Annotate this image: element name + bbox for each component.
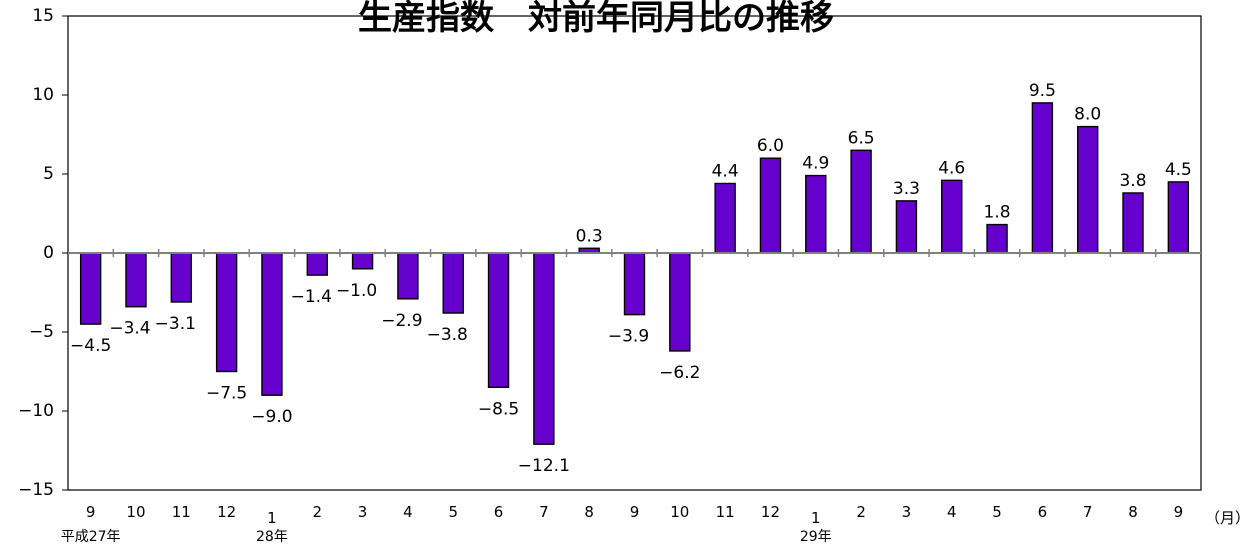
data-label: −7.5 (206, 384, 247, 404)
bar (759, 157, 782, 254)
data-label: −4.5 (70, 336, 111, 356)
x-tick-label: 6 (1038, 503, 1048, 521)
data-label: 9.5 (1029, 81, 1056, 101)
x-tick-label: 10 (126, 503, 145, 521)
data-label: 3.8 (1119, 171, 1146, 191)
data-label: 4.4 (712, 161, 739, 181)
x-tick-label: 6 (494, 503, 504, 521)
x-tick-label: 11 (716, 503, 735, 521)
bar (215, 252, 238, 373)
y-axis: 15 10 5 0 −5 −10 −15 (18, 6, 68, 500)
x-year-label: 平成27年 (61, 529, 121, 545)
x-tick-label: 3 (902, 503, 912, 521)
data-label: −8.5 (478, 399, 519, 419)
bar (170, 252, 193, 303)
data-label: −12.1 (518, 456, 570, 476)
x-year-label: 28年 (256, 529, 288, 545)
data-label: −3.8 (427, 325, 468, 345)
x-tick-label: 7 (539, 503, 549, 521)
x-tick-label: 8 (584, 503, 594, 521)
bar (805, 174, 827, 254)
x-tick-label: 2 (312, 503, 322, 521)
chart-title: 生産指数 対前年同月比の推移 (358, 0, 834, 38)
x-tick-label: 4 (403, 503, 413, 521)
x-tick-label: 2 (856, 503, 866, 521)
y-tick-label: 10 (32, 85, 54, 105)
y-tick-label: −15 (18, 480, 54, 500)
x-year-label: 29年 (800, 529, 832, 545)
x-tick-label: 4 (947, 503, 957, 521)
x-tick-label: 7 (1083, 503, 1093, 521)
data-label: 4.9 (802, 154, 829, 174)
x-tick-label: 1 (267, 509, 277, 527)
bar (533, 252, 555, 445)
y-tick-label: −5 (29, 322, 54, 342)
data-label: 1.8 (984, 203, 1011, 223)
bar (487, 252, 510, 389)
bar (1122, 192, 1144, 254)
bar (125, 252, 147, 308)
x-tick-label: 11 (172, 503, 191, 521)
x-tick-label: 5 (992, 503, 1002, 521)
bar (306, 252, 328, 276)
x-tick-label: 10 (670, 503, 689, 521)
data-label: −9.0 (251, 407, 292, 427)
data-label: −1.0 (336, 281, 377, 301)
bar (669, 252, 691, 352)
x-tick-label: 12 (217, 503, 236, 521)
y-tick-label: −10 (18, 401, 54, 421)
data-label: −3.1 (155, 314, 196, 334)
data-label: 8.0 (1074, 105, 1101, 125)
y-tick-label: 15 (32, 6, 54, 26)
bar (623, 252, 646, 316)
bar (1076, 125, 1099, 254)
bar (714, 182, 736, 254)
bar (79, 252, 102, 325)
data-label: −3.4 (109, 319, 150, 339)
data-label: −2.9 (381, 311, 422, 331)
data-label: 4.5 (1165, 160, 1192, 180)
bar (895, 200, 918, 254)
data-label: 0.3 (576, 226, 603, 246)
value-labels: −4.5−3.4 −3.1 −7.5−9.0 −1.4 −1.0−2.9−3.8 −8.5… (70, 81, 1192, 476)
data-label: 3.3 (893, 179, 920, 199)
bar (986, 223, 1008, 254)
x-tick-label: 9 (630, 503, 640, 521)
x-tick-label: 8 (1128, 503, 1138, 521)
bar (1167, 181, 1190, 254)
x-tick-label: 9 (1174, 503, 1184, 521)
data-label: 4.6 (938, 158, 965, 178)
x-tick-label: 5 (448, 503, 458, 521)
x-tick-label: 9 (86, 503, 96, 521)
data-label: 6.5 (848, 128, 875, 148)
data-label: −6.2 (659, 363, 700, 383)
data-label: −3.9 (608, 327, 649, 347)
y-tick-label: 0 (43, 243, 54, 263)
bar (442, 252, 464, 314)
x-axis-unit: （月） (1205, 509, 1245, 527)
y-tick-label: 5 (43, 164, 54, 184)
bar (1031, 102, 1054, 254)
x-tick-label: 12 (761, 503, 780, 521)
bar (941, 179, 963, 254)
x-tick-label: 3 (358, 503, 368, 521)
x-tick-label: 1 (811, 509, 821, 527)
data-label: 6.0 (757, 136, 784, 156)
bar (261, 252, 283, 396)
bar (397, 252, 419, 300)
data-label: −1.4 (291, 287, 332, 307)
bar (850, 149, 872, 254)
bar (351, 252, 374, 270)
